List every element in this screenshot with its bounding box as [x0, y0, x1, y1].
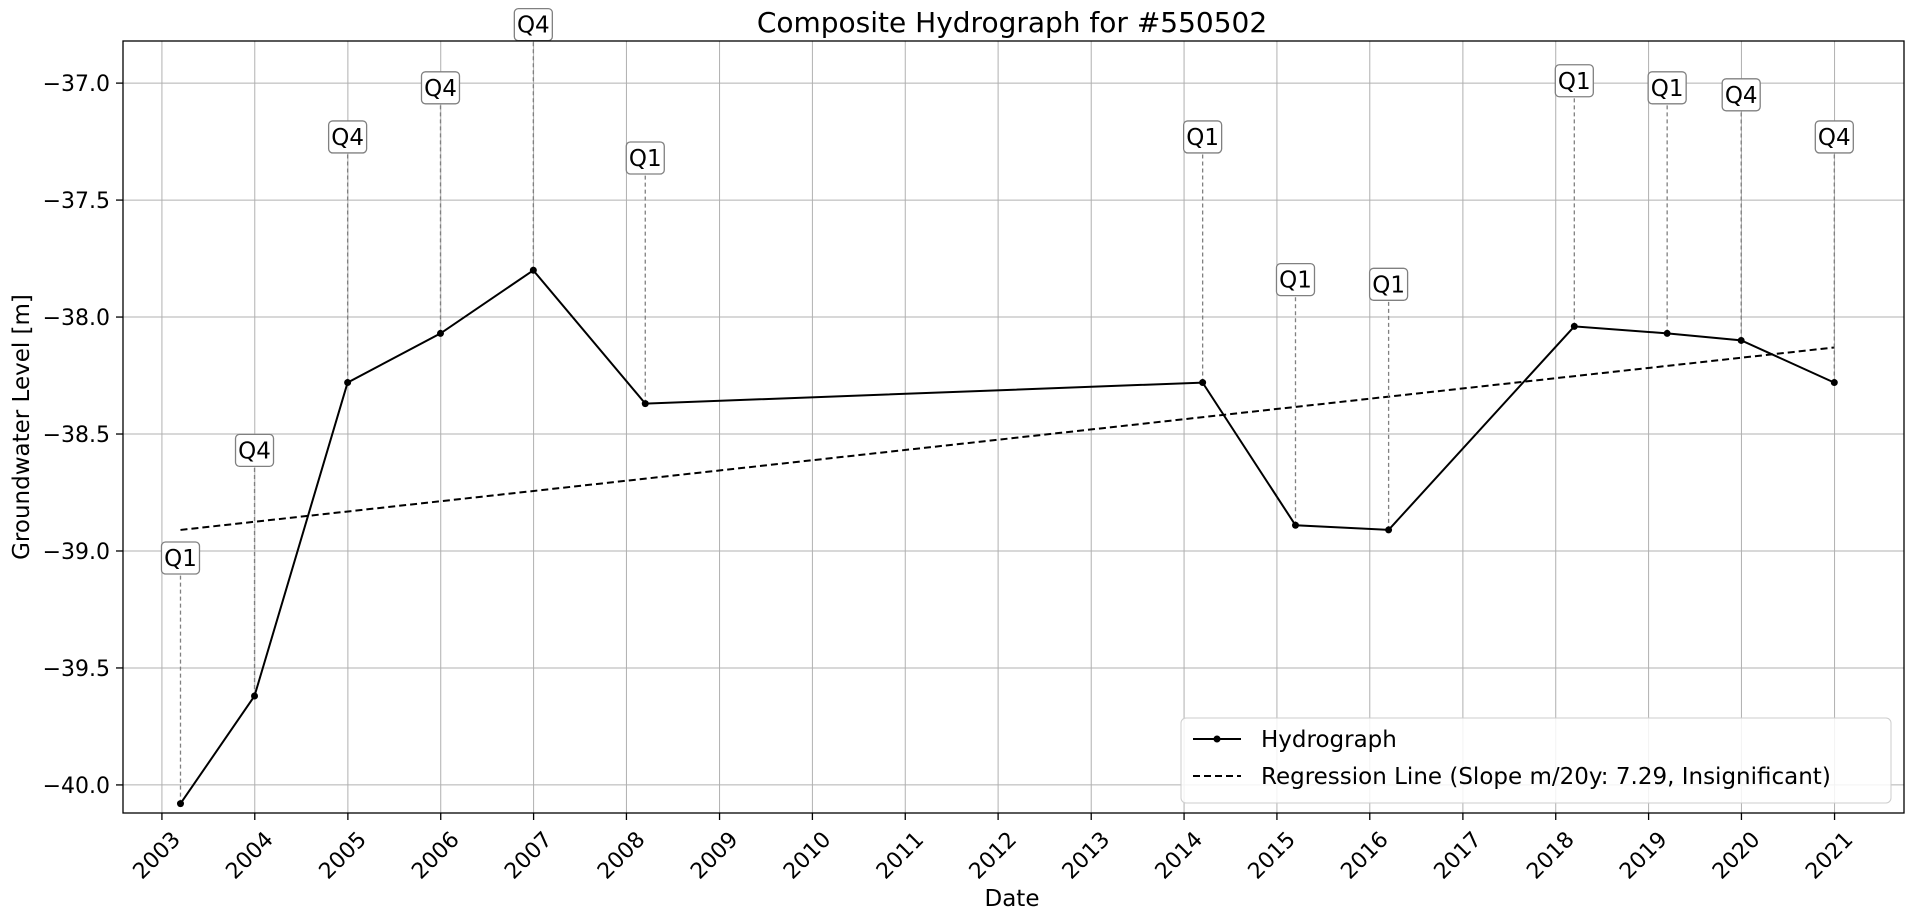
plot-frame — [122, 40, 1905, 814]
legend: Hydrograph Regression Line (Slope m/20y:… — [1180, 717, 1892, 804]
annotation-box — [1182, 120, 1223, 154]
legend-hydrograph-label: Hydrograph — [1261, 727, 1397, 753]
quarter-annotations: Q1 Q4 Q4 Q4 Q4 Q1 Q1 Q1 Q1 Q1 Q1 Q4 Q4 — [160, 7, 1854, 804]
x-tick-label: 2014 — [1151, 827, 1208, 884]
hydrograph-point — [251, 692, 259, 700]
x-tick-label: 2019 — [1615, 827, 1672, 884]
y-tick-label: −38.0 — [43, 306, 110, 331]
x-tick-label: 2003 — [129, 827, 186, 884]
annotation-box — [327, 120, 368, 154]
x-tick-label: 2018 — [1522, 827, 1579, 884]
x-tick-label: 2007 — [500, 827, 557, 884]
y-tick-label: −37.5 — [43, 189, 110, 214]
annotation-label: Q4 — [424, 76, 457, 102]
x-tick-label: 2021 — [1801, 827, 1858, 884]
annotation-label: Q1 — [1186, 125, 1219, 151]
hydrograph-point — [1291, 521, 1299, 529]
annotation-box — [1275, 262, 1316, 297]
hydrograph-point — [1385, 526, 1393, 534]
legend-hydrograph-marker — [1213, 735, 1221, 743]
x-axis-label: Date — [985, 886, 1040, 912]
hydrograph-point — [1570, 322, 1578, 330]
annotation-box — [625, 141, 665, 175]
y-tick-label: −40.0 — [43, 774, 110, 799]
x-tick-label: 2005 — [315, 827, 372, 884]
hydrograph-point — [1199, 379, 1207, 387]
grid — [123, 41, 1904, 813]
annotation-box — [420, 71, 461, 105]
y-tick-label: −39.0 — [43, 540, 110, 565]
x-tick-label: 2020 — [1708, 827, 1765, 884]
annotation-label: Q4 — [238, 438, 271, 464]
x-tick-label: 2004 — [221, 827, 278, 884]
chart-title: Composite Hydrograph for #550502 — [757, 6, 1267, 39]
annotation-label: Q1 — [1558, 69, 1591, 95]
y-tick-label: −37.0 — [43, 72, 110, 97]
y-tick-label: −39.5 — [43, 657, 110, 682]
annotation-label: Q4 — [1818, 125, 1851, 151]
hydrograph-series — [176, 266, 1838, 808]
x-tick-label: 2013 — [1058, 827, 1115, 884]
y-axis-label: Groundwater Level [m] — [9, 294, 35, 560]
hydrograph-point — [176, 800, 184, 808]
regression-series — [180, 346, 1835, 531]
x-tick-label: 2015 — [1244, 827, 1301, 884]
regression-line — [180, 346, 1835, 531]
annotation-label: Q4 — [517, 13, 550, 39]
annotation-box — [1814, 120, 1854, 154]
hydrograph-point — [1737, 336, 1745, 344]
annotation-label: Q4 — [1725, 83, 1758, 109]
annotation-label: Q1 — [1279, 268, 1312, 294]
annotation-box — [1368, 267, 1409, 301]
x-tick-label: 2010 — [779, 827, 836, 884]
annotation-box — [160, 541, 201, 575]
x-tick-label: 2016 — [1336, 827, 1393, 884]
x-tick-label: 2006 — [407, 827, 464, 884]
x-tick-label: 2011 — [872, 827, 929, 884]
legend-box — [1180, 717, 1892, 804]
hydrograph-point — [344, 379, 352, 387]
x-tick-label: 2009 — [686, 827, 743, 884]
x-axis-ticks: 2003 2004 2005 2006 2007 2008 2009 2010 2011 2012… — [129, 813, 1858, 885]
annotation-label: Q1 — [1372, 272, 1405, 298]
y-axis-ticks: −37.0 −37.5 −38.0 −38.5 −39.0 −39.5 −40.0 — [43, 72, 123, 799]
hydrograph-point — [1830, 379, 1838, 387]
annotation-label: Q1 — [1651, 76, 1684, 102]
hydrograph-point — [529, 266, 537, 274]
x-tick-label: 2008 — [593, 827, 650, 884]
legend-regression-label: Regression Line (Slope m/20y: 7.29, Insi… — [1261, 764, 1831, 790]
annotation-label: Q1 — [629, 146, 662, 172]
annotation-box — [1721, 78, 1761, 112]
y-tick-label: −38.5 — [43, 423, 110, 448]
annotation-box — [1554, 64, 1594, 98]
annotation-box — [234, 433, 275, 468]
annotation-label: Q4 — [331, 125, 364, 151]
annotation-box — [1647, 71, 1687, 105]
x-tick-label: 2017 — [1430, 827, 1487, 884]
hydrograph-point — [1663, 329, 1671, 337]
hydrograph-point — [436, 329, 444, 337]
x-tick-label: 2012 — [965, 827, 1022, 884]
hydrograph-point — [641, 400, 649, 408]
annotation-label: Q1 — [164, 546, 197, 572]
